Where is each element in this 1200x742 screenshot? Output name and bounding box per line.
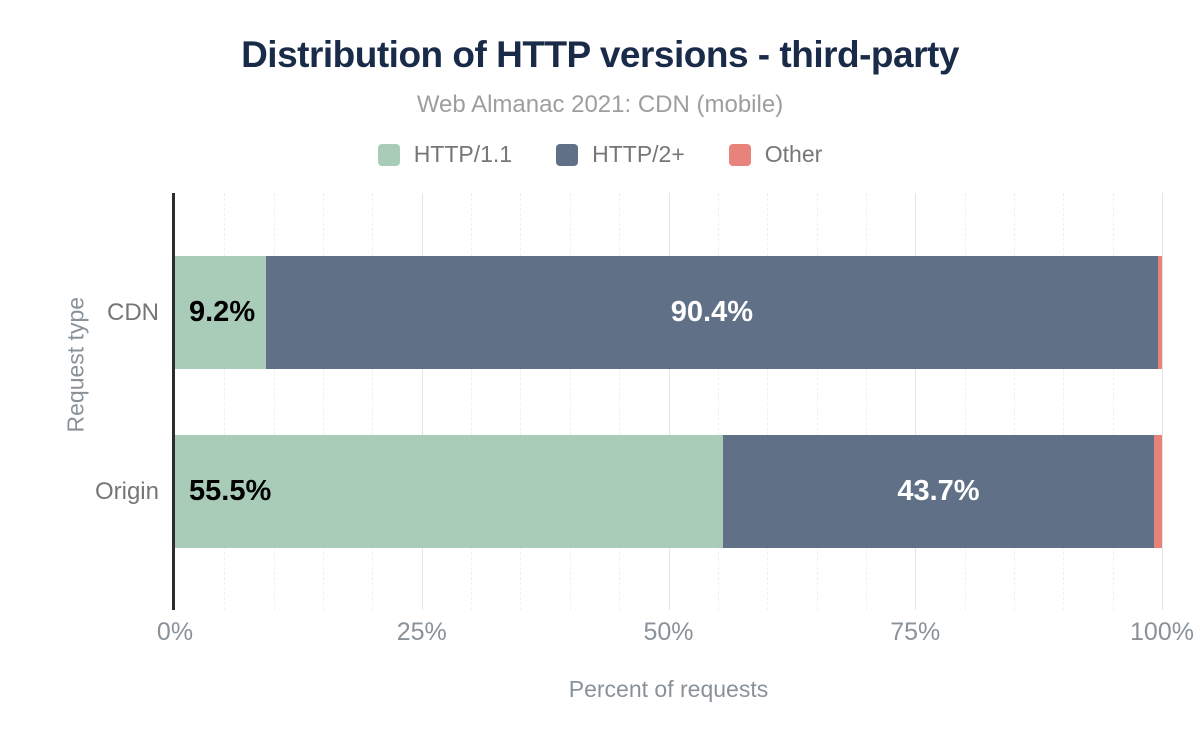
gridline-major [915,193,917,610]
gridline-minor [1112,193,1114,610]
gridline-minor [273,193,275,610]
x-tick: 25% [396,618,447,646]
bar-segment-other [1158,256,1162,369]
legend-label: HTTP/2+ [592,141,685,167]
chart-title: Distribution of HTTP versions - third-pa… [241,34,959,75]
legend-item-other: Other [728,141,823,168]
legend-swatch-other-icon [728,143,751,166]
chart-subtitle: Web Almanac 2021: CDN (mobile) [416,91,784,118]
plot-area: CDN 9.2% 90.4% Origin 55.5% 43.7% [95,193,1163,610]
gridline-minor [816,193,818,610]
bar-segment-http2: 90.4% [265,256,1159,369]
gridline-minor [964,193,966,610]
gridline-minor [569,193,571,610]
legend-item-http11: HTTP/1.1 [377,141,513,168]
category-label-cdn: CDN [107,298,159,326]
legend-swatch-http2plus-icon [556,143,579,166]
y-axis-line [172,193,175,610]
gridline-minor [323,193,325,610]
category-label-origin: Origin [94,477,159,505]
gridline-minor [520,193,522,610]
legend: HTTP/1.1 HTTP/2+ Other [0,141,1200,168]
gridline-minor [1063,193,1065,610]
bar-segment-http2: 43.7% [722,435,1155,548]
gridline-minor [865,193,867,610]
x-tick: 75% [890,618,941,646]
gridline-minor [1013,193,1015,610]
bar-row-cdn: CDN 9.2% 90.4% [107,256,1162,369]
legend-item-http2plus: HTTP/2+ [556,141,685,168]
x-tick: 0% [156,618,194,646]
bar-segment-other [1154,435,1162,548]
gridline-minor [767,193,769,610]
gridline-minor [372,193,374,610]
gridline-major [1162,193,1163,610]
x-tick: 50% [643,618,694,646]
y-axis-title: Request type [62,296,89,433]
bar-segment-http11: 9.2% [175,256,266,369]
bar-row-origin: Origin 55.5% 43.7% [95,435,1162,548]
gridline-minor [717,193,719,610]
bar-segment-http11: 55.5% [175,435,723,548]
gridline-major [421,193,423,610]
gridline-minor [471,193,473,610]
gridline-minor [224,193,226,610]
x-tick: 100% [1130,618,1194,646]
segment-value-label: 55.5% [189,475,272,507]
gridline-minor [619,193,621,610]
legend-label: HTTP/1.1 [413,141,513,167]
x-axis-ticks: 0% 25% 50% 75% 100% [157,611,1194,651]
gridline-major [668,193,670,610]
legend-swatch-http11-icon [377,143,400,166]
segment-value-label: 90.4% [670,296,754,328]
segment-value-label: 9.2% [189,296,256,328]
legend-label: Other [764,141,823,167]
segment-value-label: 43.7% [897,475,980,507]
x-axis-title: Percent of requests [568,676,769,702]
